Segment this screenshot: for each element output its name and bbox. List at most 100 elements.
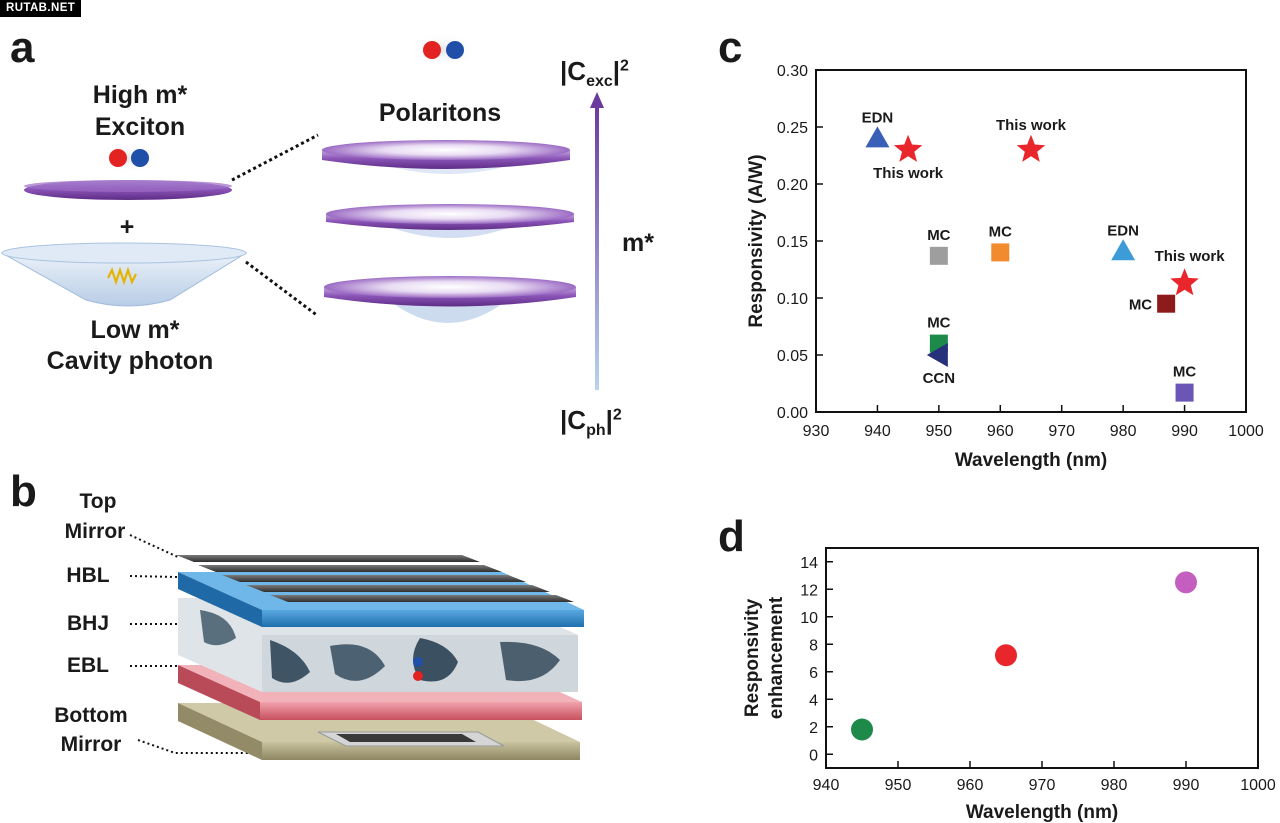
x-tick-label: 940 bbox=[813, 777, 840, 794]
polaritons-label: Polaritons bbox=[378, 99, 502, 127]
y-tick-label: 0.05 bbox=[777, 348, 808, 365]
polariton-disc-1 bbox=[322, 140, 570, 174]
bottom-mirror-layer bbox=[317, 731, 505, 747]
data-label: This work bbox=[996, 117, 1067, 134]
panel-d-letter: d bbox=[718, 512, 745, 561]
square-marker bbox=[1175, 383, 1194, 402]
y-tick-label: 12 bbox=[800, 582, 818, 599]
square-marker bbox=[1157, 294, 1176, 313]
data-label: MC bbox=[927, 227, 950, 244]
exciton-fraction-label: |Cexc|2 bbox=[560, 56, 629, 91]
y-tick-label: 0.20 bbox=[777, 177, 808, 194]
enhancement-chart: 940 950 960 970 980 990 1000 0 2 4 6 8 10 12 14 Wavelen… bbox=[742, 547, 1276, 823]
x-tick-label: 950 bbox=[926, 423, 953, 440]
y-tick-label: 0.25 bbox=[777, 120, 808, 137]
x-tick-label: 980 bbox=[1110, 423, 1137, 440]
square-marker bbox=[991, 243, 1010, 262]
x-tick-label: 950 bbox=[885, 777, 912, 794]
x-tick-label: 960 bbox=[987, 423, 1014, 440]
y-tick-label: 2 bbox=[809, 720, 818, 737]
mass-axis-label: m* bbox=[622, 229, 654, 257]
data-label: EDN bbox=[862, 109, 894, 126]
triangle-left-marker bbox=[926, 343, 948, 367]
panel-a-letter: a bbox=[10, 23, 35, 72]
y-tick-label: 8 bbox=[809, 637, 818, 654]
x-tick-label: 960 bbox=[957, 777, 984, 794]
x-tick-label: 930 bbox=[803, 423, 830, 440]
y-tick-label: 0.00 bbox=[777, 405, 808, 422]
x-tick-label: 990 bbox=[1173, 777, 1200, 794]
circle-marker bbox=[1175, 571, 1197, 594]
star-marker bbox=[1170, 268, 1199, 296]
y-tick-label: 0.30 bbox=[777, 63, 808, 80]
data-label: MC bbox=[1173, 364, 1196, 381]
data-label: EDN bbox=[1107, 222, 1139, 239]
polariton-pair bbox=[406, 32, 478, 68]
layer-label-bottom-mirror-line2: Mirror bbox=[60, 733, 122, 756]
layer-label-top-mirror-line1: Top bbox=[79, 490, 117, 513]
cavity-photon-bowl bbox=[0, 242, 248, 307]
star-marker bbox=[893, 134, 923, 162]
y-tick-label: 0.10 bbox=[777, 291, 808, 308]
data-label: MC bbox=[989, 223, 1012, 240]
top-mirror-stripes bbox=[176, 555, 574, 602]
panel-b-letter: b bbox=[10, 467, 37, 516]
plus-sign: + bbox=[119, 213, 135, 241]
triangle-marker bbox=[1111, 239, 1136, 261]
responsivity-chart: 930 940 950 960 970 980 990 1000 0.00 0.05 0.10 0.1… bbox=[746, 63, 1264, 471]
polariton-disc-3 bbox=[324, 276, 576, 323]
exciton-pair bbox=[94, 142, 162, 174]
data-label: This work bbox=[1155, 248, 1226, 265]
low-mass-label: Low m* bbox=[90, 316, 180, 344]
y-tick-label: 0 bbox=[809, 747, 818, 764]
electron-dot bbox=[131, 149, 149, 167]
layer-label-ebl: EBL bbox=[67, 654, 109, 677]
layer-leader-lines bbox=[129, 534, 340, 754]
x-tick-label: 940 bbox=[864, 423, 891, 440]
high-mass-label: High m* bbox=[92, 81, 188, 109]
y-tick-label: 4 bbox=[809, 692, 818, 709]
data-label: CCN bbox=[923, 370, 956, 387]
watermark: RUTAB.NET bbox=[0, 0, 82, 17]
connector-line-bottom bbox=[245, 260, 319, 318]
y-axis-label: Responsivity (A/W) bbox=[746, 154, 767, 327]
y-tick-label: 6 bbox=[809, 665, 818, 682]
data-label: This work bbox=[873, 165, 944, 182]
layer-label-bottom-mirror-line1: Bottom bbox=[54, 704, 128, 727]
panel-a-illustration bbox=[0, 32, 604, 390]
x-tick-label: 990 bbox=[1171, 423, 1198, 440]
triangle-marker bbox=[865, 126, 890, 148]
data-label: MC bbox=[927, 315, 950, 332]
mass-arrow bbox=[590, 92, 604, 390]
circle-marker bbox=[851, 718, 873, 741]
x-tick-label: 970 bbox=[1048, 423, 1075, 440]
hole-dot bbox=[109, 149, 127, 167]
square-marker bbox=[929, 246, 948, 265]
circle-marker bbox=[995, 644, 1017, 667]
y-tick-label: 14 bbox=[800, 555, 818, 572]
cavity-photon-label: Cavity photon bbox=[46, 347, 214, 375]
exciton-disc bbox=[24, 180, 232, 200]
y-axis-label-line1: Responsivity bbox=[742, 598, 763, 717]
exciton-label: Exciton bbox=[94, 113, 186, 141]
data-label: MC bbox=[1129, 297, 1152, 314]
y-tick-label: 10 bbox=[800, 610, 818, 627]
layer-label-top-mirror-line2: Mirror bbox=[64, 520, 126, 543]
photon-fraction-label: |Cph|2 bbox=[560, 405, 622, 440]
layer-label-hbl: HBL bbox=[66, 564, 110, 587]
polariton-disc-2 bbox=[326, 204, 574, 238]
x-tick-label: 980 bbox=[1101, 777, 1128, 794]
layer-label-bhj: BHJ bbox=[66, 612, 109, 635]
star-marker bbox=[1016, 134, 1046, 162]
x-tick-label: 1000 bbox=[1228, 423, 1264, 440]
y-tick-label: 0.15 bbox=[777, 234, 808, 251]
x-tick-label: 970 bbox=[1029, 777, 1056, 794]
hole-dot bbox=[413, 671, 423, 681]
panel-b-device-stack bbox=[129, 534, 584, 760]
panel-c-letter: c bbox=[718, 23, 743, 72]
x-axis-label: Wavelength (nm) bbox=[966, 802, 1118, 823]
x-axis-label: Wavelength (nm) bbox=[955, 450, 1107, 471]
y-axis-label-line2: enhancement bbox=[766, 596, 787, 719]
electron-dot bbox=[413, 657, 423, 667]
connector-line-top bbox=[231, 133, 319, 182]
